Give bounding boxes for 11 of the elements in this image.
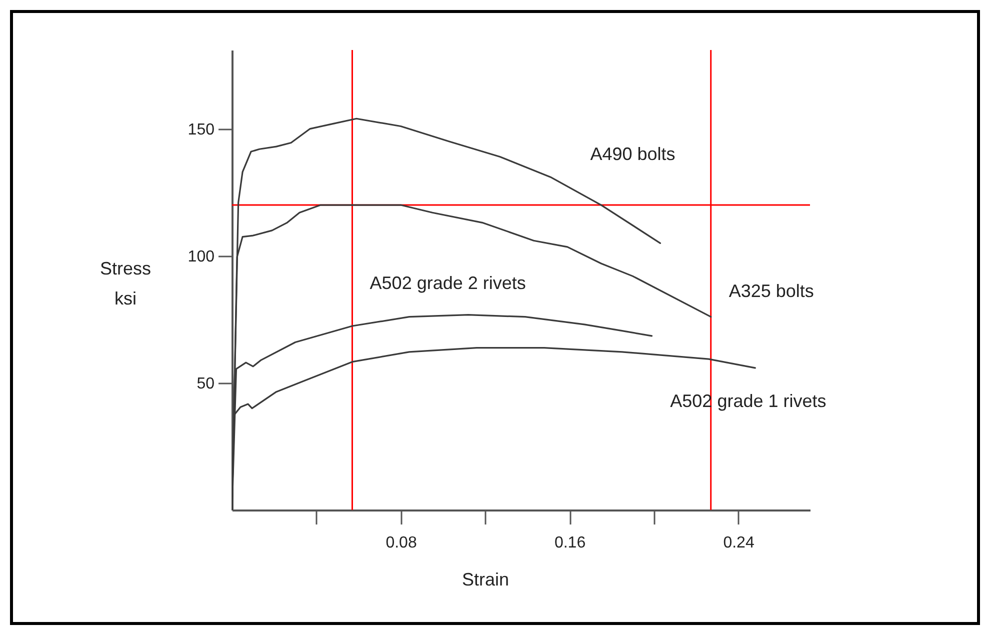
series-label: A502 grade 2 rivets: [370, 272, 526, 293]
series-label: A490 bolts: [590, 144, 676, 164]
y-axis-title: Stress ksi: [100, 258, 152, 308]
y-tick-label: 50: [196, 375, 215, 392]
x-tick-label: 0.24: [723, 534, 754, 552]
y-tick-label: 150: [188, 121, 215, 138]
x-tick-label: 0.16: [554, 534, 586, 552]
series-label: A325 bolts: [728, 280, 814, 301]
y-tick-label: 100: [188, 248, 215, 266]
x-axis-title: Strain: [462, 570, 510, 590]
x-tick-label: 0.08: [386, 534, 417, 552]
